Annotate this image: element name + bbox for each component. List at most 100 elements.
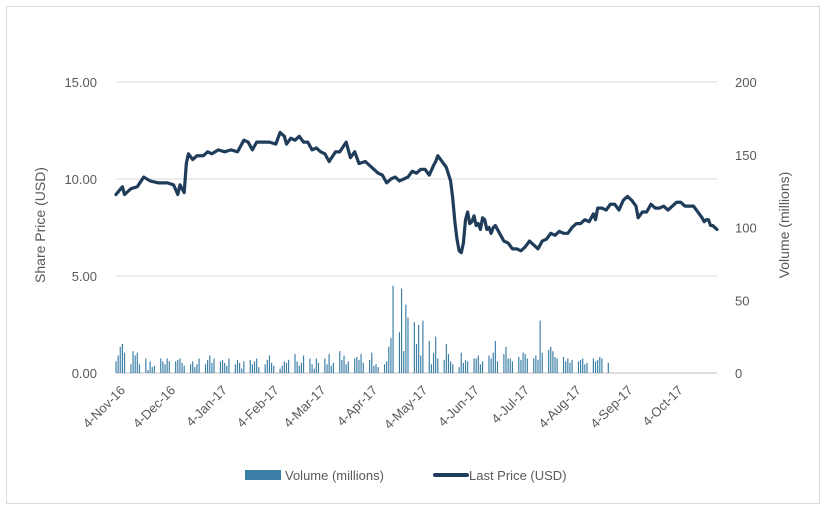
volume-bar bbox=[288, 359, 290, 373]
volume-bar bbox=[586, 362, 588, 373]
volume-bar bbox=[330, 365, 332, 373]
x-tick-label: 4-Jan-17 bbox=[183, 383, 230, 430]
volume-bar bbox=[358, 359, 360, 373]
volume-bar bbox=[373, 365, 375, 373]
legend: Volume (millions) Last Price (USD) bbox=[245, 468, 567, 483]
volume-bar bbox=[548, 349, 550, 373]
volume-bar bbox=[239, 362, 241, 373]
x-tick-label: 4-Sep-17 bbox=[587, 383, 635, 431]
volume-bar bbox=[435, 336, 437, 374]
volume-bar bbox=[332, 362, 334, 373]
volume-bar bbox=[571, 359, 573, 373]
volume-bar bbox=[520, 359, 522, 373]
volume-bar bbox=[151, 367, 153, 373]
volume-bar bbox=[428, 340, 430, 373]
volume-bar bbox=[398, 332, 401, 373]
volume-bar bbox=[300, 362, 302, 373]
volume-bar bbox=[264, 364, 266, 373]
volume-bar bbox=[383, 364, 386, 373]
volume-bar bbox=[149, 361, 151, 373]
volume-bar bbox=[136, 352, 138, 373]
volume-bar bbox=[415, 343, 418, 373]
volume-bar bbox=[432, 352, 435, 373]
volume-bar bbox=[234, 364, 236, 373]
x-tick-label: 4-Jun-17 bbox=[435, 383, 482, 430]
volume-bar bbox=[539, 320, 541, 373]
x-tick-label: 4-Nov-16 bbox=[80, 383, 128, 431]
volume-bar bbox=[266, 359, 268, 373]
volume-bar bbox=[556, 358, 558, 373]
volume-bar bbox=[324, 358, 326, 373]
volume-bar bbox=[518, 357, 520, 373]
volume-bar bbox=[117, 355, 119, 373]
volume-bar bbox=[164, 364, 166, 373]
volume-bar bbox=[594, 361, 597, 373]
volume-bar bbox=[377, 367, 379, 373]
volume-bar bbox=[138, 364, 141, 373]
volume-bar bbox=[537, 359, 539, 373]
gridlines bbox=[116, 81, 717, 374]
volume-bar bbox=[241, 368, 243, 373]
volume-bar bbox=[343, 355, 345, 373]
x-tick-label: 4-May-17 bbox=[381, 383, 430, 432]
volume-bar bbox=[452, 364, 454, 373]
price-line-layer bbox=[114, 130, 719, 255]
volume-bar bbox=[592, 358, 594, 373]
volume-bar bbox=[285, 362, 288, 373]
volume-bar bbox=[386, 361, 388, 373]
volume-bar bbox=[345, 364, 347, 373]
volume-bar bbox=[567, 358, 569, 373]
volume-bar bbox=[422, 320, 424, 373]
volume-bar bbox=[607, 362, 609, 373]
volume-bar bbox=[326, 364, 328, 373]
volume-bar bbox=[490, 358, 492, 373]
volume-bar bbox=[437, 358, 439, 373]
volume-bar bbox=[194, 367, 196, 373]
volume-bar bbox=[347, 361, 349, 373]
volume-bar bbox=[511, 361, 513, 373]
volume-bar bbox=[251, 364, 253, 373]
volume-bar bbox=[507, 358, 509, 373]
volume-bar bbox=[535, 355, 537, 373]
volume-bar bbox=[221, 359, 224, 373]
right-axis-ticks: 0 50 100 150 200 bbox=[735, 75, 757, 381]
volume-bar bbox=[584, 364, 586, 373]
x-tick-label: 4-Oct-17 bbox=[639, 383, 685, 429]
volume-bar bbox=[134, 355, 136, 373]
volume-bar bbox=[198, 358, 200, 373]
volume-bar bbox=[360, 354, 362, 373]
volume-bar bbox=[552, 351, 554, 373]
volume-bar bbox=[132, 351, 134, 373]
volume-bar bbox=[219, 361, 222, 373]
volume-bar bbox=[177, 359, 179, 373]
volume-bar bbox=[115, 361, 117, 373]
x-axis-ticks: 4-Nov-16 4-Dec-16 4-Jan-17 4-Feb-174-Mar-17… bbox=[80, 383, 686, 432]
right-tick-label: 100 bbox=[735, 221, 757, 236]
volume-bar bbox=[492, 352, 494, 373]
volume-bar bbox=[371, 352, 373, 373]
volume-bar bbox=[273, 365, 275, 373]
left-axis-label: Share Price (USD) bbox=[32, 167, 48, 283]
volume-bar bbox=[190, 364, 192, 373]
volume-bar bbox=[503, 354, 505, 373]
volume-bar bbox=[550, 346, 552, 373]
volume-bar bbox=[162, 361, 164, 373]
legend-volume-swatch bbox=[245, 470, 281, 480]
volume-bar bbox=[541, 352, 543, 373]
volume-bar bbox=[309, 358, 311, 373]
volume-bar bbox=[249, 359, 251, 373]
volume-bar bbox=[356, 357, 358, 373]
volume-bar bbox=[599, 357, 601, 373]
volume-bar bbox=[236, 359, 239, 373]
right-tick-label: 200 bbox=[735, 75, 757, 90]
volume-bar bbox=[181, 362, 183, 373]
right-tick-label: 50 bbox=[735, 293, 749, 308]
volume-bar bbox=[268, 355, 271, 373]
volume-bar bbox=[462, 362, 464, 373]
volume-bar bbox=[258, 367, 260, 373]
volume-bar bbox=[505, 346, 507, 373]
legend-price-label: Last Price (USD) bbox=[469, 468, 567, 483]
volume-bar bbox=[313, 368, 315, 373]
left-tick-label: 15.00 bbox=[64, 75, 97, 90]
volume-bar bbox=[577, 361, 580, 373]
